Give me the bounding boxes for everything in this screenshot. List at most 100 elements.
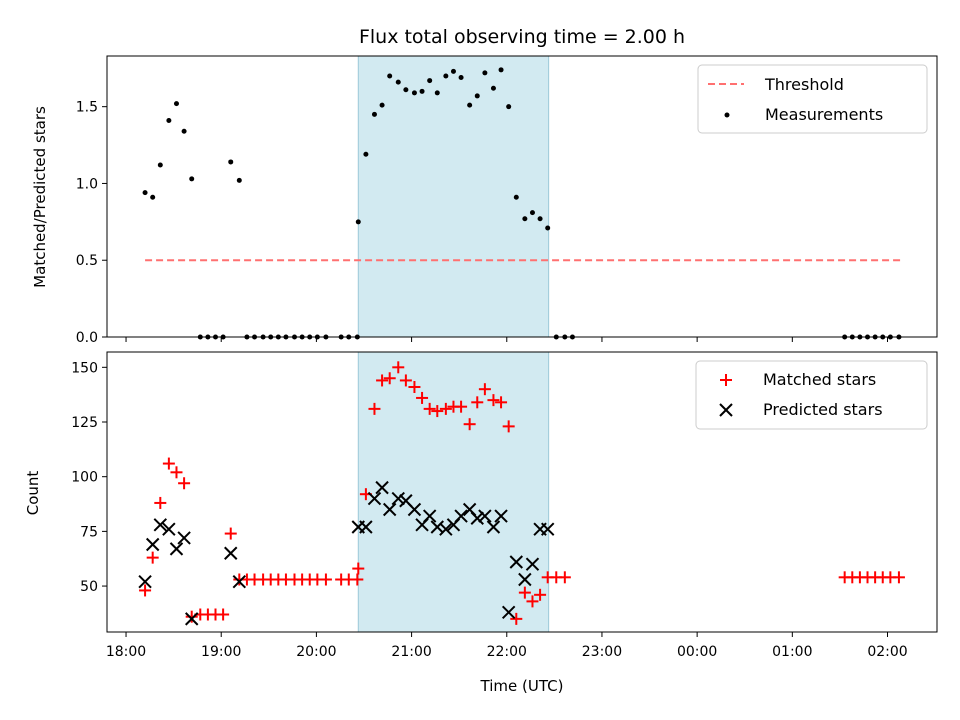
bottom-y-tick-label: 125: [71, 415, 98, 431]
predicted-star-point: [169, 542, 184, 556]
predicted-star-point: [518, 572, 532, 587]
top-x-ticks: [125, 337, 889, 342]
matched-star-point: [185, 610, 198, 623]
top-legend-label-threshold: Threshold: [764, 75, 844, 94]
predicted-star-point: [145, 537, 160, 552]
matched-star-point: [178, 477, 191, 490]
predicted-star-point: [439, 522, 453, 536]
x-tick-label: 18:00: [106, 644, 146, 660]
predicted-star-point: [478, 509, 492, 523]
matched-star-point: [408, 381, 421, 393]
matched-star-point: [352, 562, 365, 575]
matched-star-point: [376, 374, 389, 387]
matched-star-point: [162, 457, 175, 470]
matched-star-point: [495, 396, 508, 409]
matched-star-point: [351, 573, 364, 586]
predicted-star-point: [501, 605, 516, 620]
measurement-point: [157, 162, 163, 168]
predicted-star-point: [177, 531, 191, 545]
predicted-star-point: [138, 574, 152, 589]
predicted-star-point: [367, 491, 382, 506]
top-y-tick-label: 1.5: [76, 100, 98, 116]
measurement-point: [387, 73, 393, 79]
measurement-point: [150, 194, 156, 200]
matched-star-point: [892, 571, 905, 584]
predicted-star-point: [224, 546, 238, 560]
measurement-point: [482, 70, 488, 76]
matched-stars-series: [139, 361, 905, 625]
measurement-point: [166, 117, 172, 123]
predicted-star-point: [540, 522, 555, 536]
measurement-point: [379, 102, 385, 108]
predicted-star-point: [422, 509, 437, 523]
predicted-star-point: [470, 511, 484, 525]
measurement-point: [450, 68, 456, 74]
measurement-point: [395, 79, 401, 85]
matched-star-point: [534, 588, 547, 601]
measurement-point: [355, 219, 361, 225]
matched-star-point: [510, 612, 523, 625]
matched-legend-marker: [720, 374, 732, 386]
measurement-point: [363, 151, 369, 157]
measurement-point: [173, 101, 179, 107]
predicted-star-point: [162, 522, 176, 536]
predicted-star-point: [382, 502, 397, 517]
top-panel: 0.0 0.5 1.0 1.5 Matched/Predicted stars Thr…: [31, 55, 938, 346]
measurement-point: [403, 87, 409, 93]
matched-star-point: [471, 396, 484, 409]
matched-star-point: [392, 361, 405, 374]
bottom-y-tick-label: 75: [80, 524, 98, 540]
measurement-point: [142, 190, 148, 196]
top-axes-frame: [106, 55, 938, 338]
measurement-point: [490, 85, 496, 91]
x-tick-label: 01:00: [772, 644, 812, 660]
matched-star-point: [431, 405, 444, 418]
predicted-star-point: [375, 480, 389, 495]
x-tick-label: 00:00: [677, 644, 717, 660]
measurement-point: [419, 88, 425, 94]
measurement-point: [545, 225, 551, 231]
measurement-point: [434, 90, 440, 96]
bottom-y-ticks: 50 75 100 125 150: [71, 360, 107, 595]
measurement-point: [189, 176, 195, 182]
matched-star-point: [463, 418, 476, 431]
x-tick-label: 23:00: [582, 644, 622, 660]
x-tick-label: 02:00: [867, 644, 907, 660]
bottom-highlight-span: [357, 351, 550, 633]
measurement-point: [522, 216, 528, 222]
bottom-x-ticks: 18:00 19:00 20:00 21:00 22:00 23:00 00:00 01:00…: [106, 632, 908, 660]
measurement-point: [228, 159, 234, 165]
bottom-y-axis-label: Count: [24, 471, 42, 516]
x-axis-label: Time (UTC): [480, 677, 564, 695]
matched-star-point: [416, 391, 429, 404]
bottom-y-tick-label: 100: [71, 470, 98, 486]
measurement-point: [236, 177, 242, 183]
matched-star-point: [368, 402, 381, 415]
measurement-point: [181, 128, 187, 134]
matched-star-point: [487, 394, 500, 407]
predicted-star-point: [454, 509, 468, 523]
x-tick-label: 20:00: [296, 644, 336, 660]
measurement-point: [458, 74, 464, 80]
bottom-legend: Matched stars Predicted stars: [695, 360, 928, 430]
predicted-star-point: [525, 557, 540, 571]
predicted-star-point: [359, 520, 373, 534]
measurement-point: [427, 78, 433, 84]
matched-star-point: [146, 551, 159, 564]
bottom-highlight-span-rect: [357, 351, 550, 633]
measurement-point: [371, 111, 377, 117]
predicted-star-point: [153, 518, 168, 532]
matched-star-point: [526, 595, 539, 608]
matched-star-point: [478, 383, 491, 396]
matched-star-point: [217, 608, 230, 621]
top-legend-box: [697, 64, 928, 134]
measurement-point: [411, 90, 417, 96]
predicted-star-point: [494, 509, 508, 523]
matched-star-point: [399, 374, 412, 387]
matched-star-point: [502, 420, 515, 433]
matched-star-point: [224, 527, 237, 540]
predicted-star-point: [185, 612, 199, 626]
bottom-y-tick-label: 50: [80, 579, 98, 595]
matched-star-point: [455, 400, 468, 413]
